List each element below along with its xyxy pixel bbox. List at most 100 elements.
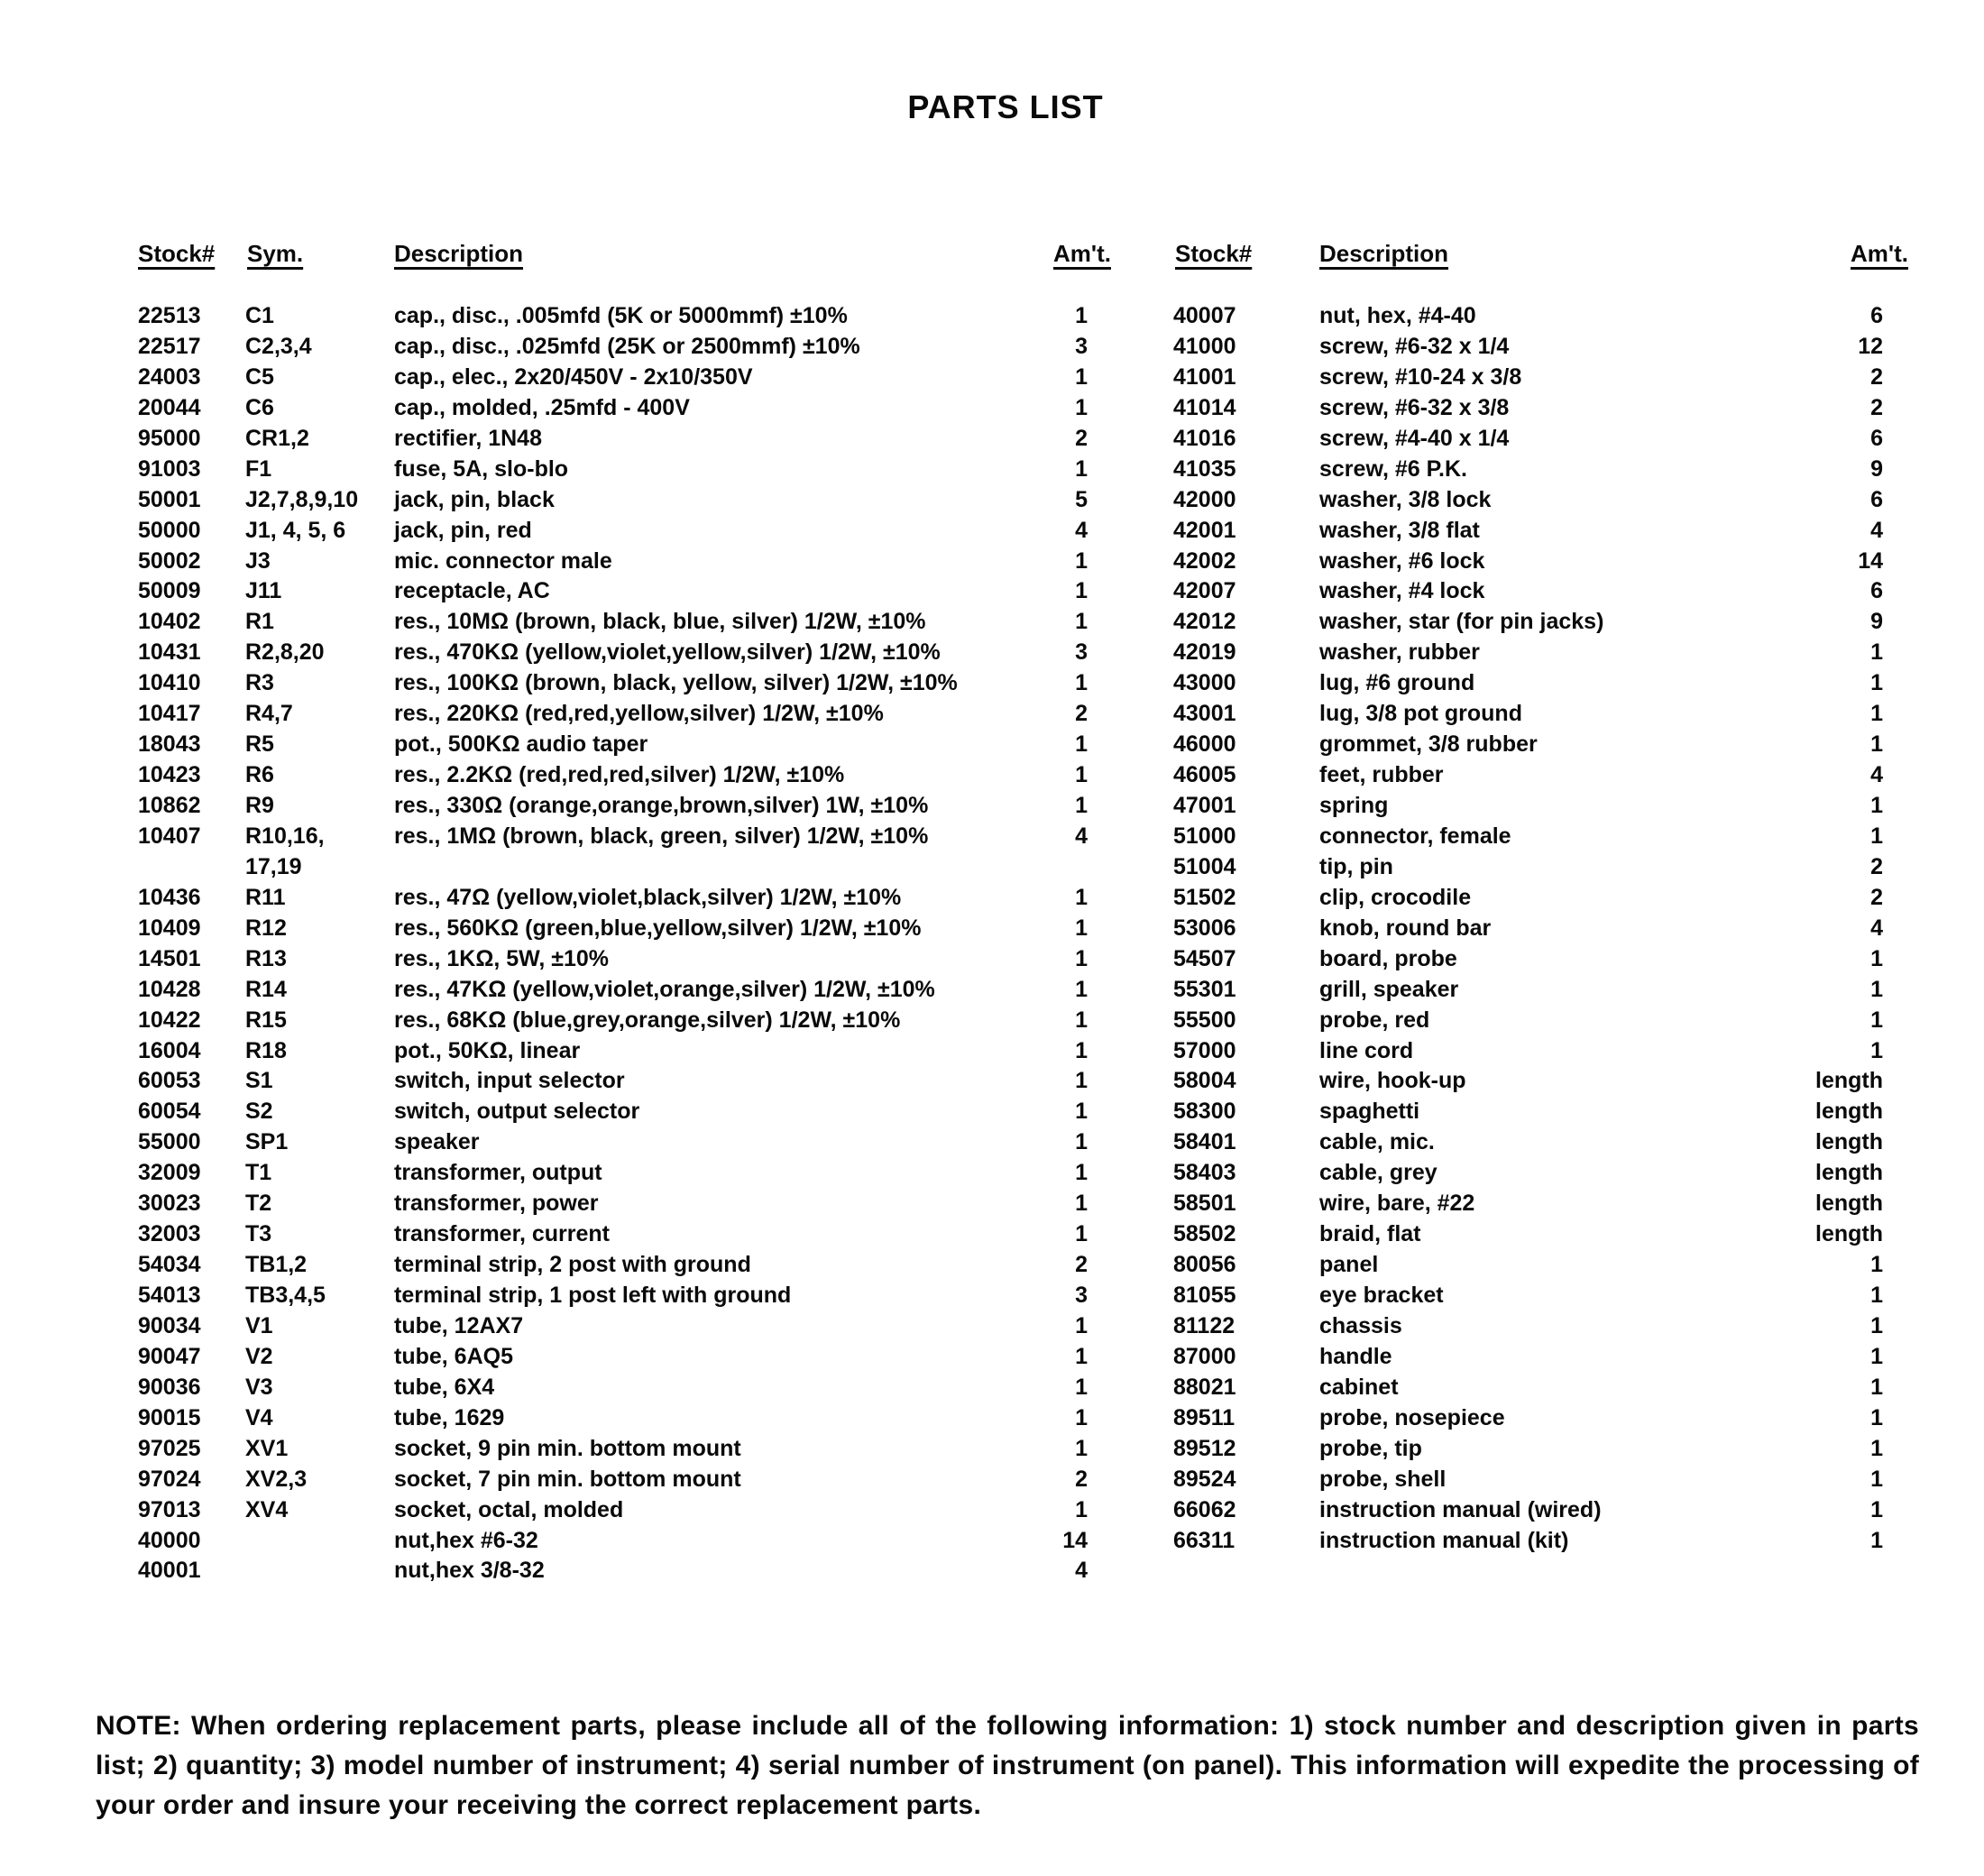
description: cap., disc., .025mfd (25K or 2500mmf) ±1… (394, 333, 860, 359)
stock-number: 18043 (138, 731, 201, 758)
symbol: XV2,3 (245, 1466, 308, 1492)
symbol: CR1,2 (245, 425, 309, 451)
stock-number: 43000 (1173, 670, 1236, 696)
amount: 1 (1870, 1343, 1883, 1369)
amount: 1 (1075, 915, 1088, 941)
table-row: 89512 probe, tip 1 (1127, 1434, 1984, 1465)
parts-table-left: 22513 C1 cap., disc., .005mfd (5K or 5000m… (0, 301, 1127, 1586)
table-row: 58004 wire, hook-up length (1127, 1066, 1984, 1097)
amount: length (1815, 1191, 1883, 1217)
table-row: 24003 C5 cap., elec., 2x20/450V - 2x10/350… (0, 363, 1127, 393)
stock-number: 81122 (1173, 1312, 1235, 1338)
description: eye bracket (1319, 1283, 1444, 1308)
symbol: C6 (245, 394, 274, 420)
amount: 14 (1062, 1527, 1088, 1553)
amount: 6 (1870, 303, 1883, 328)
description: speaker (394, 1129, 480, 1155)
symbol: C2,3,4 (245, 333, 312, 359)
description: rectifier, 1N48 (394, 425, 542, 451)
table-row: 10407 R10,16, res., 1MΩ (brown, black, gre… (0, 822, 1127, 852)
table-row: 16004 R18 pot., 50KΩ, linear 1 (0, 1036, 1127, 1067)
stock-number: 10423 (138, 762, 201, 788)
symbol: R12 (245, 915, 287, 941)
symbol: XV4 (245, 1496, 289, 1522)
table-row: 43001 lug, 3/8 pot ground 1 (1127, 699, 1984, 730)
description: res., 2.2KΩ (red,red,red,silver) 1/2W, ±… (394, 762, 845, 788)
stock-number: 41016 (1173, 425, 1236, 451)
stock-number: 42001 (1173, 517, 1236, 543)
symbol: J1, 4, 5, 6 (245, 517, 346, 543)
amount: 3 (1075, 1283, 1088, 1308)
amount: 14 (1858, 547, 1883, 574)
table-row: 10862 R9 res., 330Ω (orange,orange,brown,s… (0, 791, 1127, 822)
description: spring (1319, 793, 1389, 818)
amount: 6 (1870, 486, 1883, 512)
table-row: 41016 screw, #4-40 x 1/4 6 (1127, 424, 1984, 455)
table-row: 50002 J3 mic. connector male 1 (0, 547, 1127, 577)
symbol: V2 (245, 1343, 273, 1369)
description: grill, speaker (1319, 976, 1459, 1002)
stock-number: 66062 (1173, 1496, 1236, 1522)
stock-number: 40000 (138, 1527, 201, 1553)
amount: 3 (1075, 333, 1088, 359)
description: cable, grey (1319, 1160, 1437, 1186)
amount: 1 (1075, 609, 1088, 635)
table-row: 91003 F1 fuse, 5A, slo-blo 1 (0, 455, 1127, 485)
description: lug, #6 ground (1319, 670, 1475, 696)
table-row: 10428 R14 res., 47KΩ (yellow,violet,orange… (0, 975, 1127, 1006)
stock-number: 55301 (1173, 976, 1236, 1002)
amount: 1 (1870, 670, 1883, 696)
stock-number: 55500 (1173, 1007, 1236, 1033)
table-row: 41014 screw, #6-32 x 3/8 2 (1127, 393, 1984, 424)
stock-number: 58501 (1173, 1191, 1236, 1217)
amount: 1 (1870, 976, 1883, 1002)
amount: 1 (1075, 1312, 1088, 1338)
stock-number: 46005 (1173, 762, 1236, 788)
stock-number: 53006 (1173, 915, 1236, 941)
table-row: 80056 panel 1 (1127, 1250, 1984, 1281)
table-row: 50009 J11 receptacle, AC 1 (0, 576, 1127, 607)
symbol: R10,16, (245, 823, 325, 849)
description: cabinet (1319, 1374, 1399, 1400)
stock-number: 89524 (1173, 1466, 1236, 1492)
stock-number: 10862 (138, 793, 201, 818)
stock-number: 50002 (138, 547, 201, 574)
description: jack, pin, black (394, 486, 555, 512)
description: socket, 7 pin min. bottom mount (394, 1466, 741, 1492)
stock-number: 10407 (138, 823, 201, 849)
table-row: 55500 probe, red 1 (1127, 1006, 1984, 1036)
table-row: 97024 XV2,3 socket, 7 pin min. bottom moun… (0, 1465, 1127, 1495)
stock-number: 90036 (138, 1374, 201, 1400)
symbol: J2,7,8,9,10 (245, 486, 359, 512)
amount: 1 (1075, 394, 1088, 420)
table-row: 60053 S1 switch, input selector 1 (0, 1066, 1127, 1097)
header-amount-right: Am't. (1851, 240, 1908, 267)
description: tube, 12AX7 (394, 1312, 524, 1338)
description: cap., molded, .25mfd - 400V (394, 394, 690, 420)
description: socket, octal, molded (394, 1496, 624, 1522)
table-row: 10423 R6 res., 2.2KΩ (red,red,red,silver) … (0, 760, 1127, 791)
table-row: 58401 cable, mic. length (1127, 1127, 1984, 1158)
table-row: 90015 V4 tube, 1629 1 (0, 1403, 1127, 1434)
amount: 1 (1870, 1252, 1883, 1278)
description: screw, #10-24 x 3/8 (1319, 363, 1522, 390)
table-row: 32003 T3 transformer, current 1 (0, 1219, 1127, 1250)
amount: 1 (1870, 639, 1883, 666)
table-row: 42007 washer, #4 lock 6 (1127, 576, 1984, 607)
table-row: 50001 J2,7,8,9,10 jack, pin, black 5 (0, 485, 1127, 516)
amount: 1 (1075, 1343, 1088, 1369)
table-row: 43000 lug, #6 ground 1 (1127, 668, 1984, 699)
description: clip, crocodile (1319, 884, 1472, 910)
table-row: 40001 nut,hex 3/8-32 4 (0, 1556, 1127, 1586)
stock-number: 60053 (138, 1068, 201, 1094)
stock-number: 14501 (138, 945, 201, 971)
stock-number: 47001 (1173, 793, 1236, 818)
parts-table-right: 40007 nut, hex, #4-40 6 41000 screw, #6-32 x… (1127, 301, 1984, 1556)
stock-number: 88021 (1173, 1374, 1236, 1400)
amount: 1 (1075, 793, 1088, 818)
stock-number: 50001 (138, 486, 201, 512)
amount: length (1815, 1160, 1883, 1186)
amount: 1 (1075, 731, 1088, 758)
amount: 1 (1075, 303, 1088, 328)
description: washer, 3/8 lock (1319, 486, 1492, 512)
